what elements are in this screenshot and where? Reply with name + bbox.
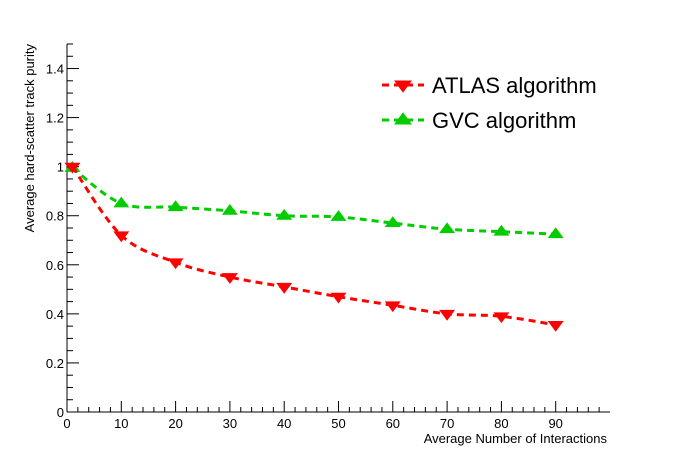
data-point-atlas xyxy=(276,282,293,294)
series-line-gvc xyxy=(71,166,556,236)
x-tick-label: 70 xyxy=(440,416,454,431)
data-point-gvc xyxy=(276,208,293,220)
data-point-atlas xyxy=(493,312,510,324)
data-point-atlas xyxy=(113,231,130,243)
legend-label-1: GVC algorithm xyxy=(432,108,576,133)
x-axis-title: Average Number of Interactions xyxy=(424,431,608,446)
data-point-gvc xyxy=(330,210,347,221)
y-tick-label: 0.6 xyxy=(46,258,64,273)
data-point-gvc xyxy=(113,196,130,208)
x-tick-label: 90 xyxy=(548,416,562,431)
data-point-atlas xyxy=(64,162,81,174)
y-axis-title: Average hard-scatter track purity xyxy=(22,44,37,233)
data-point-atlas xyxy=(439,309,456,321)
data-point-gvc xyxy=(439,222,456,234)
x-tick-label: 30 xyxy=(223,416,237,431)
x-tick-label: 20 xyxy=(168,416,182,431)
y-tick-label: 0.2 xyxy=(46,356,64,371)
y-tick-label: 1.4 xyxy=(46,62,64,77)
x-tick-label: 60 xyxy=(386,416,400,431)
legend-marker-1 xyxy=(394,112,412,125)
y-tick-label: 0 xyxy=(57,405,64,420)
data-point-atlas xyxy=(330,292,347,304)
axes: 0 10 20 30 40 50 60 70 80 90 0 0.2 0.4 0.6 0.8 1 1.2 1.4 xyxy=(46,43,610,431)
y-tick-label: 1.2 xyxy=(46,111,64,126)
data-point-atlas xyxy=(167,258,184,270)
legend: ATLAS algorithm GVC algorithm xyxy=(382,73,597,133)
data-point-atlas xyxy=(221,273,238,284)
y-tick-label: 1 xyxy=(57,160,64,175)
data-point-gvc xyxy=(493,224,510,236)
data-point-atlas xyxy=(384,301,401,313)
series-layer xyxy=(64,161,564,332)
legend-marker-0 xyxy=(394,80,412,93)
x-tick-label: 10 xyxy=(114,416,128,431)
data-point-gvc xyxy=(384,216,401,228)
data-point-gvc xyxy=(167,200,184,212)
x-tick-label: 50 xyxy=(331,416,345,431)
x-tick-label: 0 xyxy=(63,416,70,431)
data-point-gvc xyxy=(221,203,238,215)
y-tick-label: 0.4 xyxy=(46,307,64,322)
y-tick-label: 0.8 xyxy=(46,209,64,224)
x-tick-label: 40 xyxy=(277,416,291,431)
legend-label-0: ATLAS algorithm xyxy=(432,73,597,98)
data-point-atlas xyxy=(547,320,564,332)
series-line-atlas xyxy=(71,165,556,327)
x-tick-label: 80 xyxy=(494,416,508,431)
data-point-gvc xyxy=(547,227,564,239)
